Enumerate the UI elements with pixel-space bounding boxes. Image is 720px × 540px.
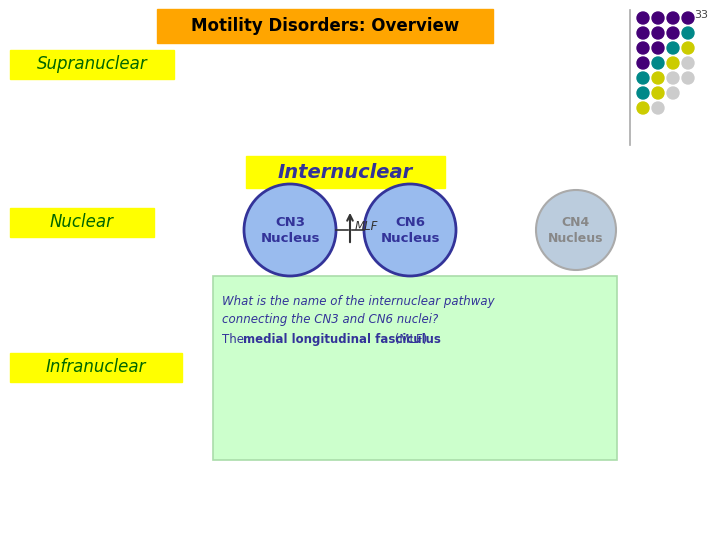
Circle shape bbox=[637, 12, 649, 24]
Circle shape bbox=[652, 42, 664, 54]
Text: Supranuclear: Supranuclear bbox=[37, 55, 148, 73]
FancyBboxPatch shape bbox=[213, 276, 617, 460]
Circle shape bbox=[637, 102, 649, 114]
Circle shape bbox=[682, 72, 694, 84]
FancyBboxPatch shape bbox=[246, 156, 445, 188]
Text: 33: 33 bbox=[694, 10, 708, 20]
Circle shape bbox=[652, 12, 664, 24]
Circle shape bbox=[682, 57, 694, 69]
FancyBboxPatch shape bbox=[157, 9, 493, 43]
Circle shape bbox=[536, 190, 616, 270]
Circle shape bbox=[637, 57, 649, 69]
Circle shape bbox=[652, 27, 664, 39]
FancyBboxPatch shape bbox=[10, 353, 182, 382]
Circle shape bbox=[652, 102, 664, 114]
Text: (MLF): (MLF) bbox=[391, 333, 427, 346]
Circle shape bbox=[682, 12, 694, 24]
Text: Motility Disorders: Overview: Motility Disorders: Overview bbox=[191, 17, 459, 35]
Text: CN3
Nucleus: CN3 Nucleus bbox=[260, 215, 320, 245]
Circle shape bbox=[667, 42, 679, 54]
Circle shape bbox=[637, 27, 649, 39]
Text: connecting the CN3 and CN6 nuclei?: connecting the CN3 and CN6 nuclei? bbox=[222, 313, 438, 326]
Text: What is the name of the internuclear pathway: What is the name of the internuclear pat… bbox=[222, 295, 495, 308]
Circle shape bbox=[637, 42, 649, 54]
Circle shape bbox=[667, 12, 679, 24]
Text: Infranuclear: Infranuclear bbox=[46, 358, 146, 376]
Circle shape bbox=[682, 42, 694, 54]
Circle shape bbox=[667, 27, 679, 39]
Circle shape bbox=[637, 87, 649, 99]
Circle shape bbox=[637, 72, 649, 84]
FancyBboxPatch shape bbox=[10, 208, 154, 237]
Circle shape bbox=[682, 27, 694, 39]
Text: medial longitudinal fasciculus: medial longitudinal fasciculus bbox=[243, 333, 441, 346]
Circle shape bbox=[667, 57, 679, 69]
Circle shape bbox=[667, 72, 679, 84]
Circle shape bbox=[244, 184, 336, 276]
Circle shape bbox=[667, 87, 679, 99]
Text: The: The bbox=[222, 333, 248, 346]
Circle shape bbox=[364, 184, 456, 276]
Text: CN4
Nucleus: CN4 Nucleus bbox=[548, 215, 604, 245]
Text: Internuclear: Internuclear bbox=[277, 163, 413, 181]
Text: Nuclear: Nuclear bbox=[50, 213, 114, 231]
Circle shape bbox=[652, 72, 664, 84]
Circle shape bbox=[652, 57, 664, 69]
Text: CN6
Nucleus: CN6 Nucleus bbox=[380, 215, 440, 245]
Circle shape bbox=[652, 87, 664, 99]
FancyBboxPatch shape bbox=[10, 50, 174, 79]
Text: MLF: MLF bbox=[355, 219, 379, 233]
